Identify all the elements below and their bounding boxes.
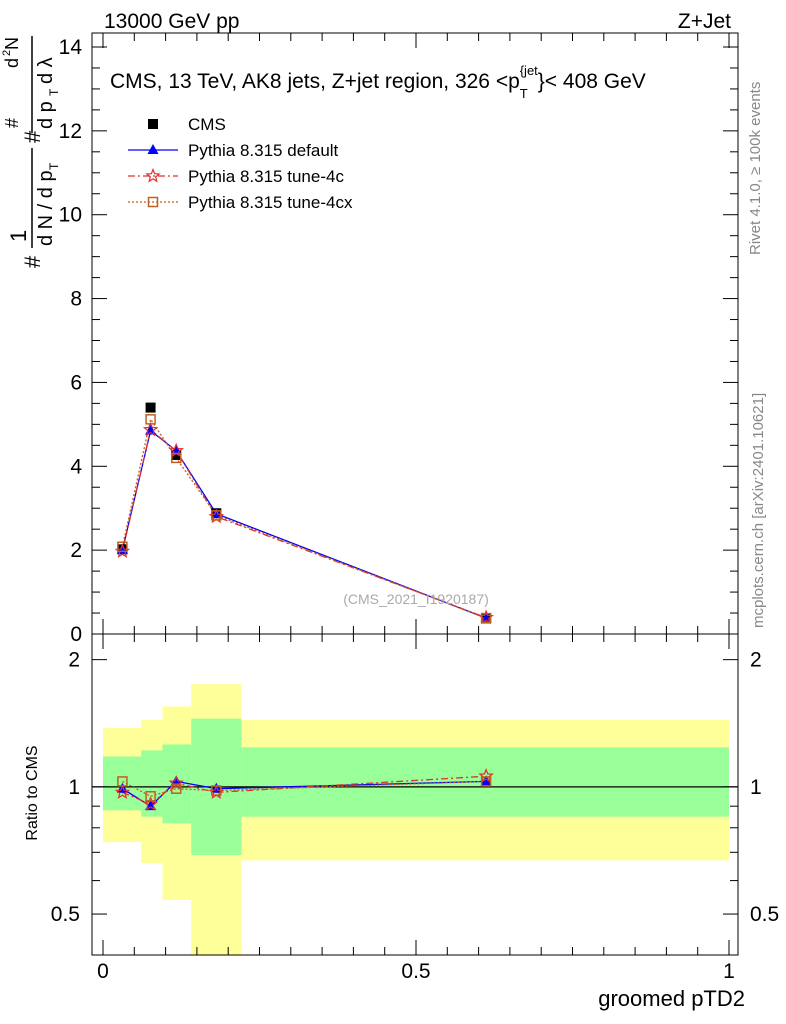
legend-label: Pythia 8.315 tune-4cx <box>188 193 353 212</box>
svg-text:#: # <box>20 130 45 143</box>
svg-text:1: 1 <box>6 230 31 242</box>
main-y-tick-label: 8 <box>70 288 82 311</box>
ratio-point-2 <box>211 785 222 796</box>
ratio-y-tick-label-right: 1 <box>750 776 762 799</box>
ratio-point-1 <box>478 768 494 783</box>
legend-label: Pythia 8.315 tune-4c <box>188 167 344 186</box>
data-point-1 <box>210 507 222 518</box>
main-y-tick-label: 14 <box>59 36 83 59</box>
ratio-point-1 <box>168 775 184 790</box>
main-y-tick-label: 2 <box>70 539 82 562</box>
ratio-axes: 0.5 0.5 1 1 2 2 0 0.5 1 <box>51 634 779 983</box>
legend-label: Pythia 8.315 default <box>188 141 339 160</box>
watermark: (CMS_2021_I1920187) <box>343 591 489 607</box>
ratio-y-tick-label: 1 <box>68 776 80 799</box>
svg-text:2: 2 <box>1 50 13 56</box>
ratio-point-1 <box>114 784 131 800</box>
data-point-3 <box>480 612 492 624</box>
ratio-frame <box>91 633 739 956</box>
svg-text:N: N <box>2 37 22 50</box>
main-y-tick-label: 10 <box>59 204 82 227</box>
mcplots-label: mcplots.cern.ch [arXiv:2401.10621] <box>750 393 767 628</box>
ratio-point-2 <box>145 791 156 802</box>
ratio-plot-area <box>92 684 738 955</box>
svg-text:d λ: d λ <box>35 57 57 84</box>
svg-text:T: T <box>47 88 61 96</box>
ratio-point-2 <box>170 783 182 794</box>
header-left: 13000 GeV pp <box>104 10 239 33</box>
ratio-point-2 <box>117 776 128 787</box>
svg-text:T: T <box>47 162 61 170</box>
ratio-y-label: Ratio to CMS <box>24 745 41 840</box>
ratio-y-tick-label-right: 2 <box>750 649 762 672</box>
legend: CMS Pythia 8.315 default Pythia 8.315 tune… <box>128 115 353 212</box>
ratio-x-tick-label: 0 <box>97 960 109 983</box>
ratio-y-tick-label: 0.5 <box>51 903 80 926</box>
data-point-3 <box>170 452 182 464</box>
main-y-label: # 1 d N / d p T # # d p T d λ d 2 N <box>1 36 61 268</box>
ratio-point-0 <box>480 775 492 786</box>
data-point-3 <box>145 414 156 425</box>
svg-text:d: d <box>2 58 22 68</box>
svg-text:d N / d p: d N / d p <box>35 170 57 246</box>
main-title-text: CMS, 13 TeV, AK8 jets, Z+jet region, 326… <box>110 70 520 93</box>
svg-text:d p: d p <box>35 101 57 129</box>
data-point-2 <box>142 421 159 437</box>
data-point-0 <box>145 402 156 413</box>
main-title: CMS, 13 TeV, AK8 jets, Z+jet region, 326… <box>110 63 646 101</box>
ratio-y-tick-label-right: 0.5 <box>750 903 779 926</box>
main-y-tick-label: 4 <box>70 455 82 478</box>
main-y-tick-label: 6 <box>70 371 82 394</box>
legend-marker <box>147 196 159 208</box>
ratio-x-tick-label: 0.5 <box>401 960 430 983</box>
data-point-3 <box>117 541 128 553</box>
ratio-point-1 <box>142 796 159 811</box>
main-y-tick-label: 12 <box>59 120 82 143</box>
data-point-0 <box>171 449 182 460</box>
legend-marker <box>147 144 159 154</box>
ratio-y-tick-label: 2 <box>68 649 80 672</box>
data-point-3 <box>211 510 222 521</box>
ratio-point-2 <box>480 776 492 787</box>
svg-text:#: # <box>20 255 45 268</box>
ratio-x-tick-label: 1 <box>723 960 735 983</box>
legend-marker <box>145 167 161 183</box>
main-axes: 0 2 4 6 8 10 12 14 <box>59 33 738 646</box>
ratio-point-0 <box>170 775 182 786</box>
series-line-2 <box>121 428 487 619</box>
main-plot-area <box>114 402 494 625</box>
ratio-panel: 0.5 0.5 1 1 2 2 0 0.5 1 Ratio to CMS groomed pTD… <box>24 633 779 1011</box>
legend-label: CMS <box>188 115 226 134</box>
rivet-label: Rivet 4.1.0, ≥ 100k events <box>747 82 764 255</box>
ratio-line-2 <box>122 780 487 797</box>
legend-marker <box>148 119 158 129</box>
ratio-x-label: groomed pTD2 <box>598 986 745 1011</box>
svg-text:#: # <box>2 118 22 128</box>
header-right: Z+Jet <box>678 10 731 33</box>
main-y-tick-label: 0 <box>70 623 82 646</box>
